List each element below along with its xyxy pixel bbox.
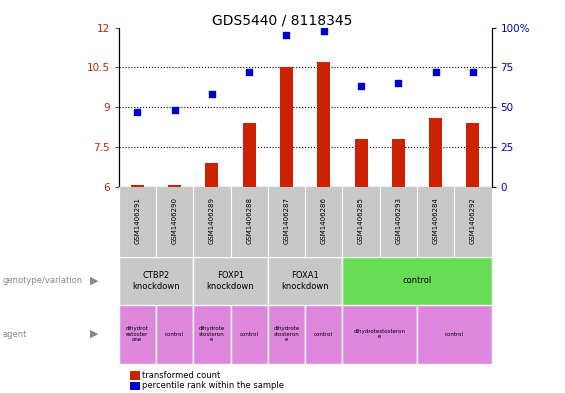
Point	[133, 109, 142, 115]
Text: control: control	[240, 332, 259, 336]
Text: GSM1406287: GSM1406287	[284, 197, 289, 244]
Bar	[305, 305, 342, 364]
Bar	[342, 257, 492, 305]
Text: GSM1406288: GSM1406288	[246, 197, 252, 244]
Bar	[392, 139, 405, 187]
Text: FOXP1
knockdown: FOXP1 knockdown	[207, 271, 254, 291]
Text: ▶: ▶	[90, 276, 99, 286]
Bar	[231, 305, 268, 364]
Text: GDS5440 / 8118345: GDS5440 / 8118345	[212, 14, 353, 28]
Text: control: control	[402, 277, 432, 285]
Bar	[280, 67, 293, 187]
Bar	[119, 257, 193, 305]
Text: agent: agent	[3, 330, 27, 338]
Bar	[156, 305, 193, 364]
Bar	[317, 62, 331, 187]
Point	[468, 69, 477, 75]
Bar	[429, 118, 442, 187]
Bar	[193, 257, 268, 305]
Text: GSM1406289: GSM1406289	[209, 197, 215, 244]
Text: control: control	[165, 332, 184, 336]
Text: dihydrote
stosteron
e: dihydrote stosteron e	[199, 326, 225, 342]
Point	[282, 32, 291, 39]
Text: GSM1406284: GSM1406284	[433, 197, 438, 244]
Point	[431, 69, 440, 75]
Bar	[417, 305, 492, 364]
Text: GSM1406285: GSM1406285	[358, 197, 364, 244]
Bar	[268, 305, 305, 364]
Bar	[119, 305, 156, 364]
Text: control: control	[445, 332, 464, 336]
Bar	[205, 163, 219, 187]
Text: GSM1406293: GSM1406293	[396, 197, 401, 244]
Text: GSM1406290: GSM1406290	[172, 197, 177, 244]
Bar	[342, 305, 417, 364]
Text: GSM1406292: GSM1406292	[470, 197, 476, 244]
Bar	[268, 257, 342, 305]
Bar	[354, 139, 368, 187]
Bar	[466, 123, 480, 187]
Point	[357, 83, 366, 90]
Text: FOXA1
knockdown: FOXA1 knockdown	[281, 271, 329, 291]
Bar	[131, 185, 144, 187]
Text: GSM1406291: GSM1406291	[134, 197, 140, 244]
Point	[170, 107, 179, 114]
Point	[245, 69, 254, 75]
Point	[394, 80, 403, 86]
Text: dihydrote
stosteron
e: dihydrote stosteron e	[273, 326, 299, 342]
Text: dihydrot
estoster
one: dihydrot estoster one	[126, 326, 149, 342]
Text: GSM1406286: GSM1406286	[321, 197, 327, 244]
Text: CTBP2
knockdown: CTBP2 knockdown	[132, 271, 180, 291]
Bar	[193, 305, 231, 364]
Text: genotype/variation: genotype/variation	[3, 277, 83, 285]
Bar	[168, 185, 181, 187]
Text: transformed count: transformed count	[142, 371, 220, 380]
Text: control: control	[314, 332, 333, 336]
Text: dihydrotestosteron
e: dihydrotestosteron e	[354, 329, 406, 340]
Text: percentile rank within the sample: percentile rank within the sample	[142, 382, 284, 390]
Bar	[242, 123, 256, 187]
Point	[207, 91, 216, 97]
Point	[319, 28, 328, 34]
Text: ▶: ▶	[90, 329, 99, 339]
